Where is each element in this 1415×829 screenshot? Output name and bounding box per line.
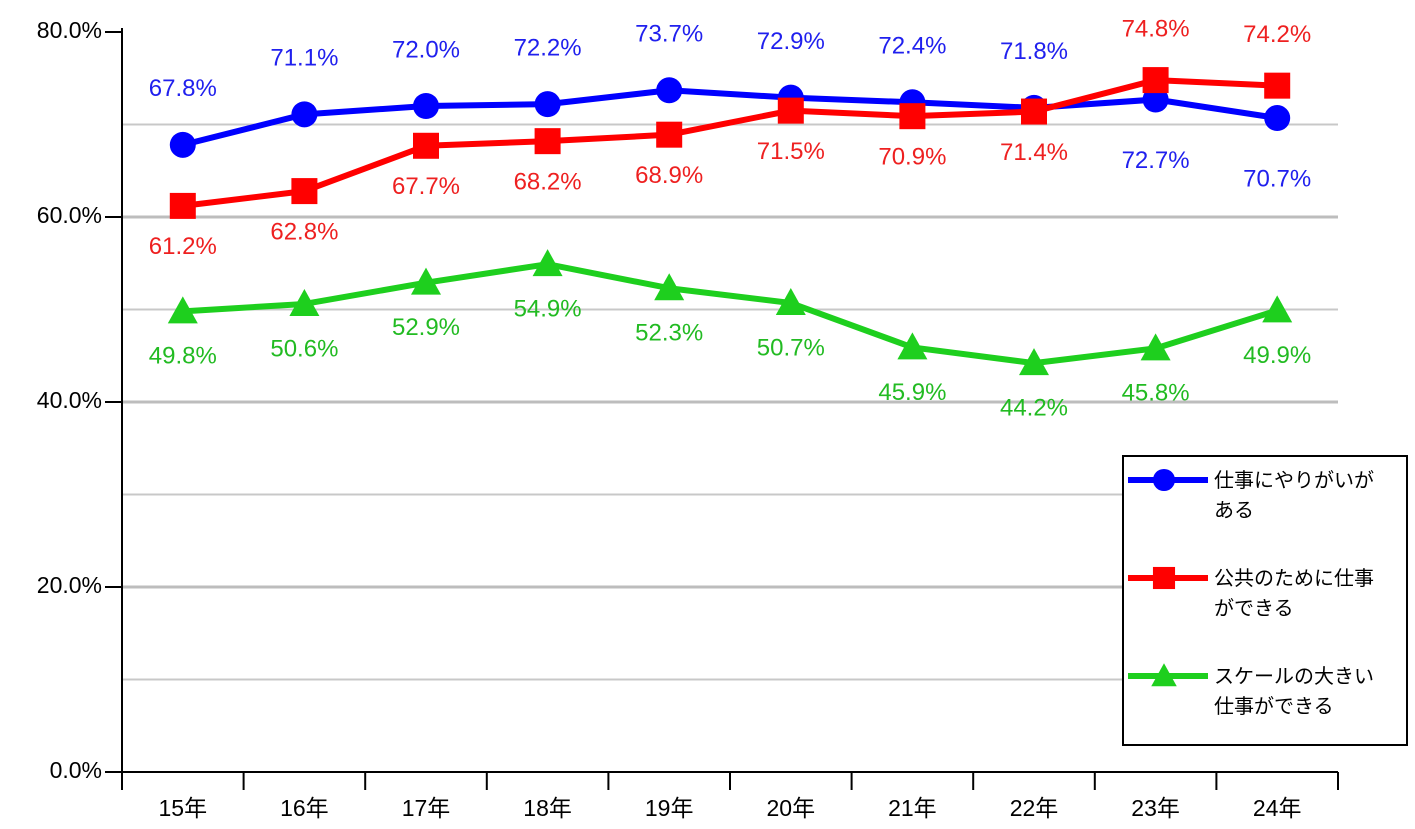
marker [1140, 333, 1171, 361]
data-label: 61.2% [149, 233, 217, 260]
y-tick-label: 40.0% [37, 387, 102, 413]
y-tick-label: 80.0% [37, 17, 102, 43]
legend-entry: スケールの大きい仕事ができる [1124, 661, 1406, 731]
data-label: 54.9% [514, 296, 582, 323]
x-tick-label: 22年 [1010, 795, 1059, 821]
data-label: 45.8% [1122, 380, 1190, 407]
data-label: 49.8% [149, 343, 217, 370]
data-label: 71.8% [1000, 38, 1068, 65]
y-tick-label: 60.0% [37, 202, 102, 228]
marker [169, 192, 196, 219]
legend-key [1128, 468, 1208, 492]
data-label: 70.9% [878, 144, 946, 171]
marker [291, 178, 318, 205]
y-tick-label: 20.0% [37, 572, 102, 598]
data-label: 72.2% [514, 34, 582, 61]
marker [899, 103, 926, 130]
data-label: 68.9% [635, 162, 703, 189]
y-tick-label: 0.0% [50, 757, 102, 783]
x-tick-label: 24年 [1253, 795, 1302, 821]
data-label: 67.8% [149, 75, 217, 102]
marker [534, 128, 561, 155]
marker [775, 288, 806, 316]
marker [532, 249, 563, 277]
data-label: 74.2% [1243, 21, 1311, 48]
marker [1142, 67, 1169, 94]
marker [897, 332, 928, 360]
data-label: 74.8% [1122, 15, 1190, 42]
legend-marker [1151, 663, 1177, 687]
data-label: 73.7% [635, 21, 703, 48]
marker [1019, 348, 1049, 376]
marker [534, 91, 561, 118]
legend-key [1128, 663, 1208, 687]
data-label: 50.6% [270, 335, 338, 362]
legend-entry: 公共のために仕事ができる [1124, 563, 1406, 633]
legend-label: スケールの大きい仕事ができる [1214, 664, 1374, 718]
marker [167, 296, 198, 324]
marker [1262, 295, 1293, 323]
x-tick-label: 20年 [767, 795, 816, 821]
marker [1021, 98, 1047, 125]
series-line [182, 77, 1278, 209]
data-label: 72.9% [757, 28, 825, 55]
marker [654, 273, 685, 301]
marker [291, 101, 318, 128]
legend-key [1128, 566, 1208, 590]
data-label: 67.7% [392, 173, 460, 200]
marker [1264, 105, 1291, 132]
data-label: 44.2% [1000, 394, 1068, 421]
marker [413, 132, 439, 159]
marker [656, 121, 683, 148]
data-label: 62.8% [270, 218, 338, 245]
marker [169, 131, 196, 158]
legend-entry: 仕事にやりがいがある [1124, 465, 1406, 535]
marker [411, 267, 441, 295]
data-label: 45.9% [878, 379, 946, 406]
data-label: 68.2% [514, 168, 582, 195]
data-label: 70.7% [1243, 165, 1311, 192]
data-label: 71.1% [270, 45, 338, 72]
series-line [182, 261, 1279, 367]
marker [413, 93, 439, 119]
legend-marker [1152, 566, 1176, 590]
data-label: 72.7% [1122, 147, 1190, 174]
marker [777, 97, 804, 124]
data-label: 50.7% [757, 334, 825, 361]
data-label: 72.0% [392, 36, 460, 63]
x-tick-label: 23年 [1131, 795, 1180, 821]
x-tick-label: 15年 [159, 795, 208, 821]
data-label: 71.5% [757, 138, 825, 165]
legend: 仕事にやりがいがある 公共のために仕事ができる スケールの大きい仕事ができる [1122, 455, 1408, 746]
x-tick-label: 19年 [645, 795, 694, 821]
marker [1264, 72, 1291, 99]
data-label: 52.3% [635, 320, 703, 347]
x-tick-label: 21年 [888, 795, 937, 821]
x-tick-label: 16年 [280, 795, 329, 821]
x-tick-label: 17年 [402, 795, 451, 821]
legend-label: 仕事にやりがいがある [1214, 468, 1374, 522]
marker [656, 77, 683, 104]
series-line [182, 87, 1278, 148]
legend-marker [1152, 468, 1176, 492]
data-label: 52.9% [392, 314, 460, 341]
x-tick-label: 18年 [523, 795, 572, 821]
data-label: 72.4% [878, 33, 946, 60]
marker [289, 288, 320, 316]
data-label: 71.4% [1000, 139, 1068, 166]
legend-label: 公共のために仕事ができる [1214, 566, 1374, 620]
data-label: 49.9% [1243, 342, 1311, 369]
